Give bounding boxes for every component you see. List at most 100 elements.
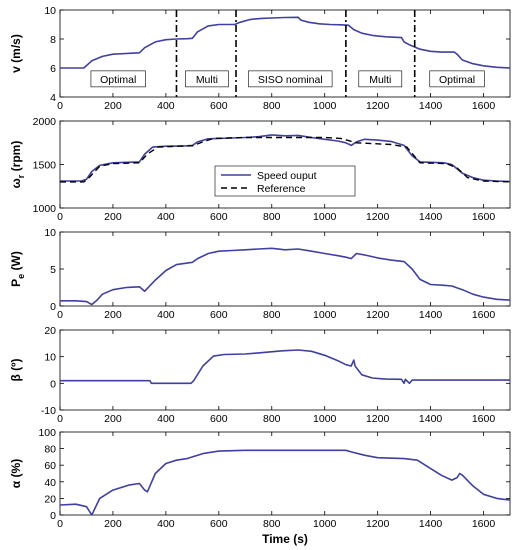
x-tick-label: 1600 bbox=[472, 518, 496, 530]
x-tick-label: 1000 bbox=[313, 309, 337, 321]
panel-3: 0 200 400 600 800 1000 1200 1400 1600 0 5 10 Pe (W) bbox=[9, 227, 511, 321]
annotation-label: SISO nominal bbox=[258, 74, 323, 86]
plot-area bbox=[59, 431, 511, 516]
x-tick-label: 600 bbox=[210, 518, 228, 530]
x-tick-label: 1600 bbox=[472, 100, 496, 112]
y-axis-label-unit: (W) bbox=[9, 251, 23, 274]
legend-box bbox=[214, 165, 356, 197]
y-tick-label: 40 bbox=[44, 477, 56, 489]
x-tick-label: 1400 bbox=[419, 100, 443, 112]
series-line bbox=[60, 247, 511, 306]
panel-5: 0 200 400 600 800 1000 1200 1400 1600 0 20 40 60 80 10… bbox=[9, 427, 511, 530]
y-axis-label: Pe (W) bbox=[9, 251, 26, 287]
y-axis-label: α (%) bbox=[9, 459, 23, 488]
y-tick-label: 5 bbox=[50, 264, 56, 276]
x-tick-label: 200 bbox=[104, 413, 122, 425]
x-tick-label: 200 bbox=[104, 309, 122, 321]
x-tick-label: 400 bbox=[157, 413, 175, 425]
y-axis-label-sub: e bbox=[16, 274, 26, 279]
x-tick-label: 400 bbox=[157, 211, 175, 223]
y-tick-label: -10 bbox=[41, 405, 56, 417]
x-tick-label: 400 bbox=[157, 518, 175, 530]
x-tick-label: 1200 bbox=[366, 100, 390, 112]
x-tick-label: 1600 bbox=[472, 413, 496, 425]
y-tick-label: 100 bbox=[38, 427, 56, 439]
y-tick-label: 1000 bbox=[33, 203, 57, 215]
x-tick-label: 800 bbox=[263, 100, 281, 112]
annotation-box bbox=[358, 70, 403, 88]
y-tick-label: 0 bbox=[50, 301, 56, 313]
x-tick-label: 1200 bbox=[366, 518, 390, 530]
annotation-box bbox=[185, 70, 229, 88]
annotation-box bbox=[429, 70, 485, 88]
x-tick-label: 1400 bbox=[419, 211, 443, 223]
x-tick-label: 1000 bbox=[313, 100, 337, 112]
panel-2: 0 200 400 600 800 1000 1200 1400 1600 1000 1500 200… bbox=[9, 116, 511, 223]
x-tick-label: 0 bbox=[57, 518, 63, 530]
reference-line bbox=[60, 136, 511, 183]
x-tick-label: 800 bbox=[263, 518, 281, 530]
plot-area bbox=[59, 329, 511, 411]
x-tick-label: 0 bbox=[57, 309, 63, 321]
x-tick-label: 200 bbox=[104, 100, 122, 112]
x-tick-label: 200 bbox=[104, 211, 122, 223]
annotation-label: Multi bbox=[369, 74, 391, 86]
y-tick-label: 10 bbox=[44, 5, 56, 17]
x-tick-label: 600 bbox=[210, 100, 228, 112]
x-tick-label: 800 bbox=[263, 309, 281, 321]
series-line bbox=[60, 16, 511, 69]
y-tick-label: 10 bbox=[44, 227, 56, 239]
y-tick-label: 60 bbox=[44, 460, 56, 472]
x-tick-label: 1600 bbox=[472, 211, 496, 223]
y-axis-label: ωr (rpm) bbox=[9, 141, 26, 189]
x-tick-label: 1400 bbox=[419, 413, 443, 425]
x-tick-label: 600 bbox=[210, 413, 228, 425]
y-axis-label: β (º) bbox=[9, 358, 23, 381]
x-axis-label: Time (s) bbox=[262, 532, 308, 546]
x-tick-label: 1200 bbox=[366, 211, 390, 223]
legend-label: Reference bbox=[257, 183, 306, 195]
x-tick-label: 200 bbox=[104, 518, 122, 530]
x-tick-label: 400 bbox=[157, 100, 175, 112]
x-tick-label: 0 bbox=[57, 100, 63, 112]
y-tick-label: 8 bbox=[50, 34, 56, 46]
y-tick-label: 2000 bbox=[33, 116, 57, 128]
annotation-box bbox=[248, 70, 333, 88]
legend-label: Speed ouput bbox=[257, 170, 317, 182]
annotation-label: Optimal bbox=[100, 74, 136, 86]
x-tick-label: 1600 bbox=[472, 309, 496, 321]
x-tick-label: 1400 bbox=[419, 518, 443, 530]
series-line bbox=[60, 134, 511, 183]
series-line bbox=[59, 449, 511, 516]
y-axis-label: v (m/s) bbox=[9, 34, 23, 73]
y-axis-label-unit: (rpm) bbox=[9, 141, 23, 175]
x-tick-label: 1200 bbox=[366, 309, 390, 321]
y-tick-label: 0 bbox=[50, 378, 56, 390]
y-tick-label: 20 bbox=[44, 493, 56, 505]
y-tick-label: 10 bbox=[44, 352, 56, 364]
x-tick-label: 0 bbox=[57, 413, 63, 425]
annotation-box bbox=[90, 70, 146, 88]
x-tick-label: 600 bbox=[210, 211, 228, 223]
panel-1: 0 200 400 600 800 1000 1200 1400 1600 4 6 8 10 v (m/s… bbox=[9, 5, 511, 112]
annotation-label: Multi bbox=[196, 74, 218, 86]
y-tick-label: 6 bbox=[50, 63, 56, 75]
annotation-label: Optimal bbox=[439, 74, 475, 86]
y-tick-label: 80 bbox=[44, 444, 56, 456]
plot-area bbox=[59, 231, 511, 307]
x-tick-label: 1000 bbox=[313, 518, 337, 530]
y-axis-label-sub: r bbox=[16, 174, 26, 178]
x-tick-label: 800 bbox=[263, 413, 281, 425]
series-line bbox=[60, 349, 510, 385]
x-tick-label: 1400 bbox=[419, 309, 443, 321]
x-tick-label: 1000 bbox=[313, 413, 337, 425]
x-tick-label: 400 bbox=[157, 309, 175, 321]
y-tick-label: 0 bbox=[50, 510, 56, 522]
y-axis-label-main: P bbox=[9, 279, 23, 287]
x-tick-label: 1200 bbox=[366, 413, 390, 425]
x-tick-label: 600 bbox=[210, 309, 228, 321]
y-tick-label: 20 bbox=[44, 325, 56, 337]
x-tick-label: 1000 bbox=[313, 211, 337, 223]
